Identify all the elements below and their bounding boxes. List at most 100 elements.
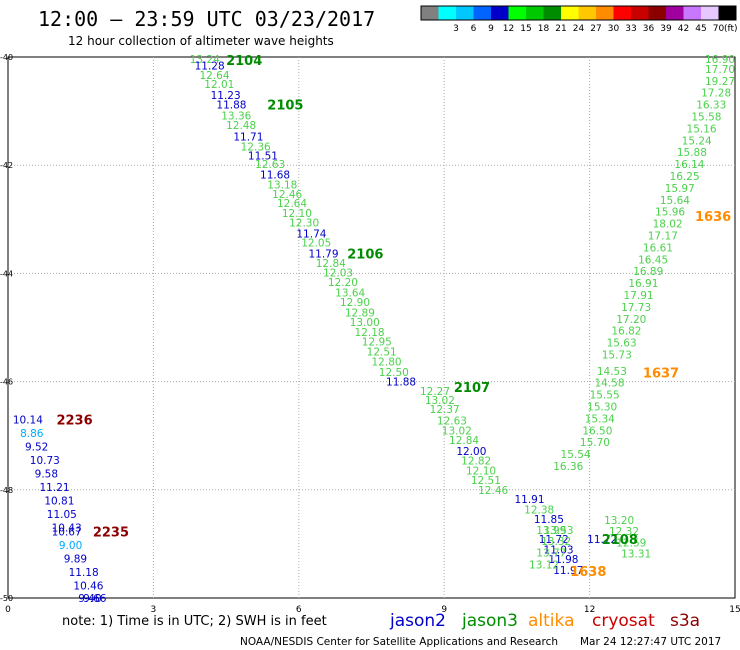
track-labels: 2104 2105 2106 2107 2108 1636 1637 1638 2236 2235: [56, 54, 731, 580]
wave-height-point: 12.63: [255, 159, 285, 171]
wave-height-point: 14.53: [597, 366, 627, 378]
wave-height-point: 13.18: [267, 180, 297, 192]
wave-height-point: 9.66: [83, 593, 107, 605]
y-tick-label: -46: [0, 378, 13, 387]
wave-height-point: 12.30: [289, 218, 319, 230]
wave-height-point: 15.34: [585, 413, 615, 425]
wave-height-point: 12.82: [461, 456, 491, 468]
wave-height-point: 12.84: [449, 435, 479, 447]
wave-height-point: 16.90: [705, 54, 735, 66]
wave-height-point: 13.36: [221, 110, 251, 122]
scale-swatch: [508, 6, 526, 20]
wave-height-point: 17.73: [621, 302, 651, 314]
track-pass-label: 2236: [56, 413, 92, 428]
wave-height-point: 15.63: [607, 338, 637, 350]
wave-height-point: 15.55: [590, 390, 620, 402]
wave-height-point: 12.64: [199, 70, 229, 82]
wave-height-point: 11.28: [195, 61, 225, 73]
wave-height-point: 14.58: [594, 378, 624, 390]
scale-swatch: [473, 6, 491, 20]
scale-label: 42: [678, 24, 689, 34]
wave-height-point: 12.36: [241, 141, 271, 153]
plot-area: [7, 56, 736, 599]
wave-height-point: 11.88: [386, 377, 416, 389]
wave-height-point: 13.20: [604, 515, 634, 527]
wave-height-point: 13.24: [190, 54, 220, 66]
scale-label: 33: [625, 24, 636, 34]
track-pass-label: 1636: [695, 210, 731, 225]
wave-height-point: 11.51: [248, 150, 278, 162]
scale-label: 36: [643, 24, 655, 34]
wave-height-point: 12.20: [328, 277, 358, 289]
wave-height-point: 12.32: [609, 526, 639, 538]
chart-title: 12:00 — 23:59 UTC 03/23/2017: [38, 7, 375, 31]
color-scale-legend: 3 6 9 12 15 18 21 24 27 30 33 36 39 42 45 70 (ft): [420, 5, 738, 34]
wave-height-point: 12.90: [340, 297, 370, 309]
track-pass-label: 2106: [347, 247, 383, 262]
wave-height-point: 16.45: [638, 254, 668, 266]
x-tick-label: 6: [296, 605, 302, 615]
wave-height-point: 11.79: [308, 248, 338, 260]
wave-height-point: 17.28: [701, 88, 731, 100]
scale-swatch: [631, 6, 649, 20]
wave-height-point: 16.91: [628, 278, 658, 290]
scale-label: 24: [573, 24, 585, 34]
wave-height-point: 10.67: [52, 526, 82, 538]
scale-swatch: [578, 6, 596, 20]
wave-height-point: 16.89: [633, 266, 663, 278]
wave-height-point: 10.43: [52, 523, 82, 535]
wave-height-point: 15.64: [660, 195, 690, 207]
wave-height-point: 16.36: [553, 461, 583, 473]
scale-label: 27: [590, 24, 601, 34]
wave-height-point: 15.97: [665, 183, 695, 195]
wave-height-point: 11.05: [47, 509, 77, 521]
axis-ticks: 0 3 6 9 12 15 -40 -42 -44 -46 -48 -50: [0, 53, 740, 615]
wave-height-point: 12.37: [430, 404, 460, 416]
wave-height-point: 12.84: [316, 258, 346, 270]
scale-swatch: [596, 6, 614, 20]
scale-swatch: [561, 6, 579, 20]
wave-height-point: 16.50: [582, 425, 612, 437]
wave-height-point: 9.40: [78, 593, 101, 605]
wave-height-point: 13.31: [621, 549, 651, 561]
scale-label: 39: [660, 24, 672, 34]
wave-height-point: 12.64: [277, 198, 307, 210]
track-pass-label: 2104: [226, 54, 262, 69]
wave-height-point: 12.10: [282, 208, 312, 220]
wave-height-point: 16.33: [696, 100, 726, 112]
track-pass-label: 2105: [267, 99, 303, 114]
track-pass-label: 1637: [643, 366, 679, 381]
footer-credit: NOAA/NESDIS Center for Satellite Applica…: [240, 636, 558, 648]
scale-swatch: [421, 6, 439, 20]
track-pass-label: 2107: [454, 381, 490, 396]
scale-label: 9: [488, 24, 494, 34]
wave-height-point: 10.14: [13, 414, 43, 426]
wave-height-point: 12.03: [323, 267, 353, 279]
scale-label: 45: [695, 24, 706, 34]
wave-height-point: 12.00: [456, 446, 486, 458]
wave-height-point: 12.27: [420, 386, 450, 398]
wave-height-point: 12.01: [204, 79, 234, 91]
footer-timestamp: Mar 24 12:27:47 UTC 2017: [580, 636, 721, 648]
wave-height-point: 16.25: [670, 171, 700, 183]
plot-border: [7, 56, 736, 599]
wave-height-point: 15.16: [687, 123, 717, 135]
wave-height-point: 9.52: [25, 442, 48, 454]
wave-height-point: 12.63: [437, 416, 467, 428]
satellite-legend: jason2 jason3 altika cryosat s3a: [389, 611, 700, 631]
scale-label: 12: [503, 24, 514, 34]
footer-note: note: 1) Time is in UTC; 2) SWH is in fe…: [62, 614, 327, 629]
wave-height-point: 15.24: [682, 135, 712, 147]
scale-swatch: [491, 6, 509, 20]
wave-height-point: 17.20: [616, 314, 646, 326]
track-pass-label: 1638: [570, 565, 606, 580]
wave-height-point: 13.02: [425, 395, 455, 407]
x-tick-label: 9: [441, 605, 447, 615]
data-points: 13.2411.2812.6412.0111.2311.8813.3612.48…: [13, 54, 735, 605]
scale-swatch: [438, 6, 456, 20]
y-tick-label: -40: [0, 53, 13, 62]
x-tick-label: 15: [729, 605, 740, 615]
wave-height-point: 11.72: [587, 534, 617, 546]
x-tick-label: 0: [5, 605, 11, 615]
wave-height-point: 11.18: [69, 567, 99, 579]
